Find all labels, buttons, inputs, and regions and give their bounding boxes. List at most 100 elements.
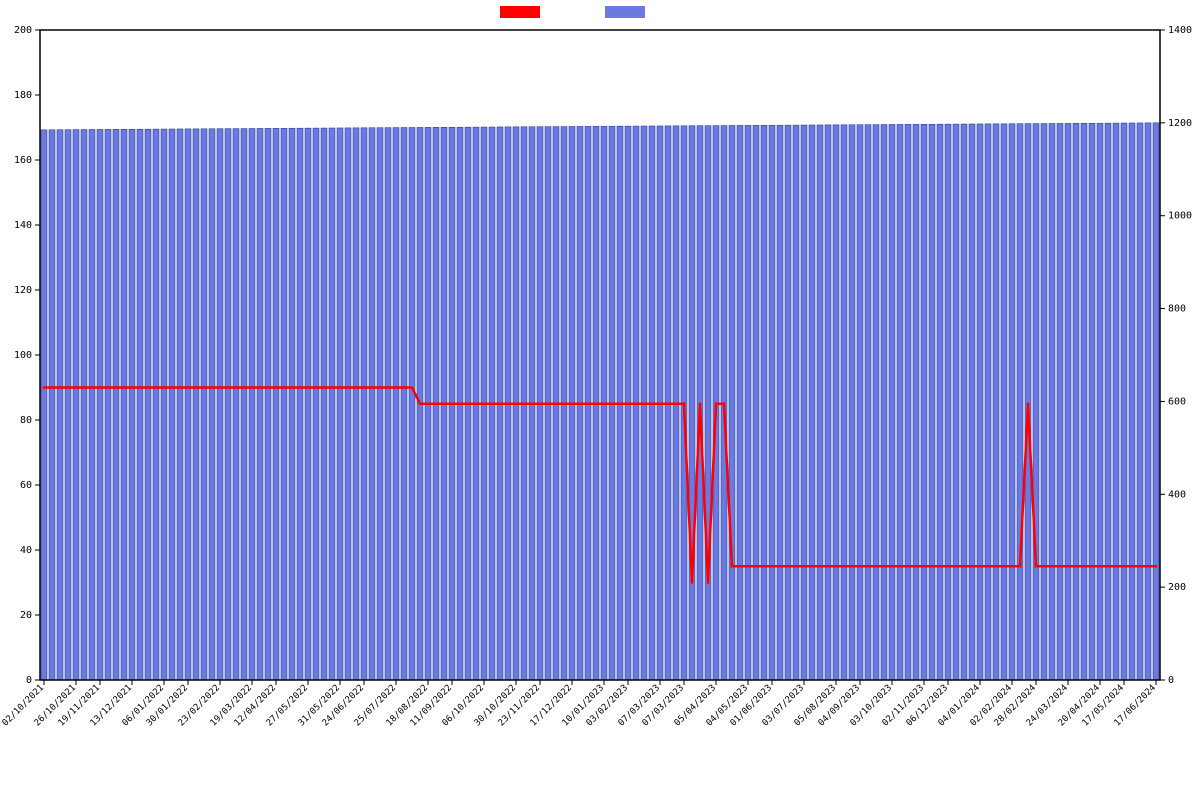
line-marker [379,386,382,389]
bar [745,125,751,680]
bar [793,125,799,680]
bar [889,125,895,680]
ytick-right-label: 1000 [1168,211,1192,222]
line-marker [611,402,614,405]
bar [785,125,791,680]
bar [809,125,815,680]
bar [1041,124,1047,680]
bar [1145,123,1151,680]
bar [337,128,343,680]
bar [969,124,975,680]
line-marker [43,386,46,389]
bar [929,124,935,680]
bar [121,129,127,680]
bar [225,129,231,680]
line-marker [955,565,958,568]
line-marker [1155,565,1158,568]
line-marker [691,581,694,584]
line-marker [323,386,326,389]
chart-svg: 0204060801001201401601802000200400600800… [0,0,1200,800]
line-marker [723,402,726,405]
bar [249,129,255,680]
line-marker [979,565,982,568]
bar [81,130,87,680]
line-marker [859,565,862,568]
bar [1065,123,1071,680]
line-marker [99,386,102,389]
line-marker [635,402,638,405]
bar [313,128,319,680]
ytick-right-label: 1400 [1168,25,1192,36]
bar [705,126,711,680]
bar [921,124,927,680]
line-marker [915,565,918,568]
bar [369,128,375,680]
line-marker [899,565,902,568]
ytick-left-label: 60 [20,480,32,491]
line-marker [1075,565,1078,568]
bar [49,130,55,680]
bar [177,129,183,680]
line-marker [147,386,150,389]
line-marker [883,565,886,568]
bar [73,130,79,680]
line-marker [219,386,222,389]
bar [401,128,407,680]
line-marker [451,402,454,405]
bar [1001,124,1007,680]
bar [777,125,783,680]
ytick-left-label: 180 [14,90,32,101]
ytick-left-label: 200 [14,25,32,36]
plot-border [40,30,1160,680]
bar [89,130,95,680]
ytick-left-label: 140 [14,220,32,231]
ytick-left-label: 20 [20,610,32,621]
line-marker [1099,565,1102,568]
line-marker [683,402,686,405]
line-marker [83,386,86,389]
bar [905,124,911,680]
bar [409,128,415,680]
bar [113,129,119,680]
bar [97,129,103,680]
line-marker [995,565,998,568]
bar [209,129,215,680]
line-marker [651,402,654,405]
line-marker [107,386,110,389]
line-marker [539,402,542,405]
bar [185,129,191,680]
bar [137,129,143,680]
line-marker [299,386,302,389]
line-marker [771,565,774,568]
line-marker [427,402,430,405]
line-marker [171,386,174,389]
bar [729,126,735,680]
bar [41,130,47,680]
line-marker [715,402,718,405]
legend-swatch-bar [605,6,645,18]
line-marker [563,402,566,405]
line-marker [1083,565,1086,568]
line-marker [179,386,182,389]
line-marker [555,402,558,405]
bar [241,129,247,680]
line-marker [619,402,622,405]
line-marker [411,386,414,389]
bar [145,129,151,680]
line-marker [283,386,286,389]
bar [769,125,775,680]
line-marker [739,565,742,568]
line-marker [547,402,550,405]
line-marker [475,402,478,405]
line-marker [339,386,342,389]
line-marker [307,386,310,389]
bar [233,129,239,680]
line-marker [419,402,422,405]
line-marker [1059,565,1062,568]
line-marker [1067,565,1070,568]
line-marker [211,386,214,389]
line-marker [803,565,806,568]
line-marker [1011,565,1014,568]
line-marker [931,565,934,568]
bar [1105,123,1111,680]
